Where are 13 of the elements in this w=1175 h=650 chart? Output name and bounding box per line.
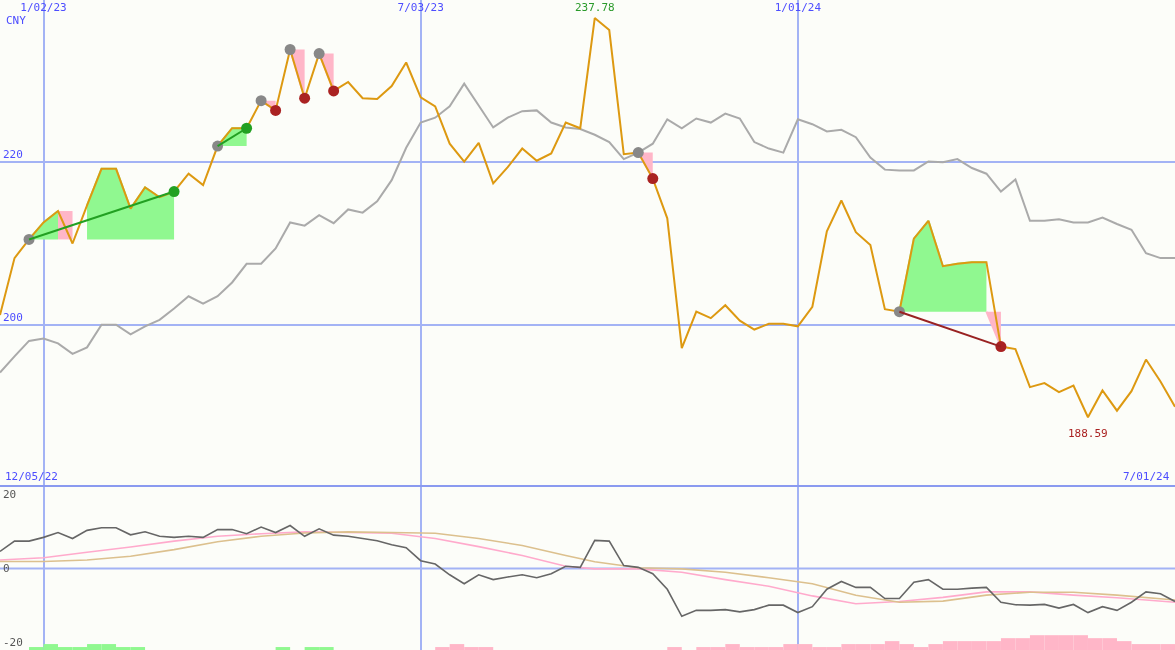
annotation: 7/01/24: [1123, 470, 1170, 483]
annotation: 237.78: [575, 1, 615, 14]
annotation: 188.59: [1068, 427, 1108, 440]
y-tick-label: -20: [3, 636, 23, 650]
x-tick-label: 1/02/23: [20, 0, 67, 14]
y-axis-title: CNY: [6, 14, 27, 27]
y-tick-label: 220: [3, 148, 23, 162]
y-tick-label: 20: [3, 488, 17, 502]
y-tick-label: 0: [3, 562, 10, 576]
x-tick-label: 1/01/24: [774, 0, 822, 14]
y-tick-label: 200: [3, 310, 23, 324]
x-tick-label: 7/03/23: [397, 0, 444, 14]
annotation: 12/05/22: [5, 470, 58, 483]
